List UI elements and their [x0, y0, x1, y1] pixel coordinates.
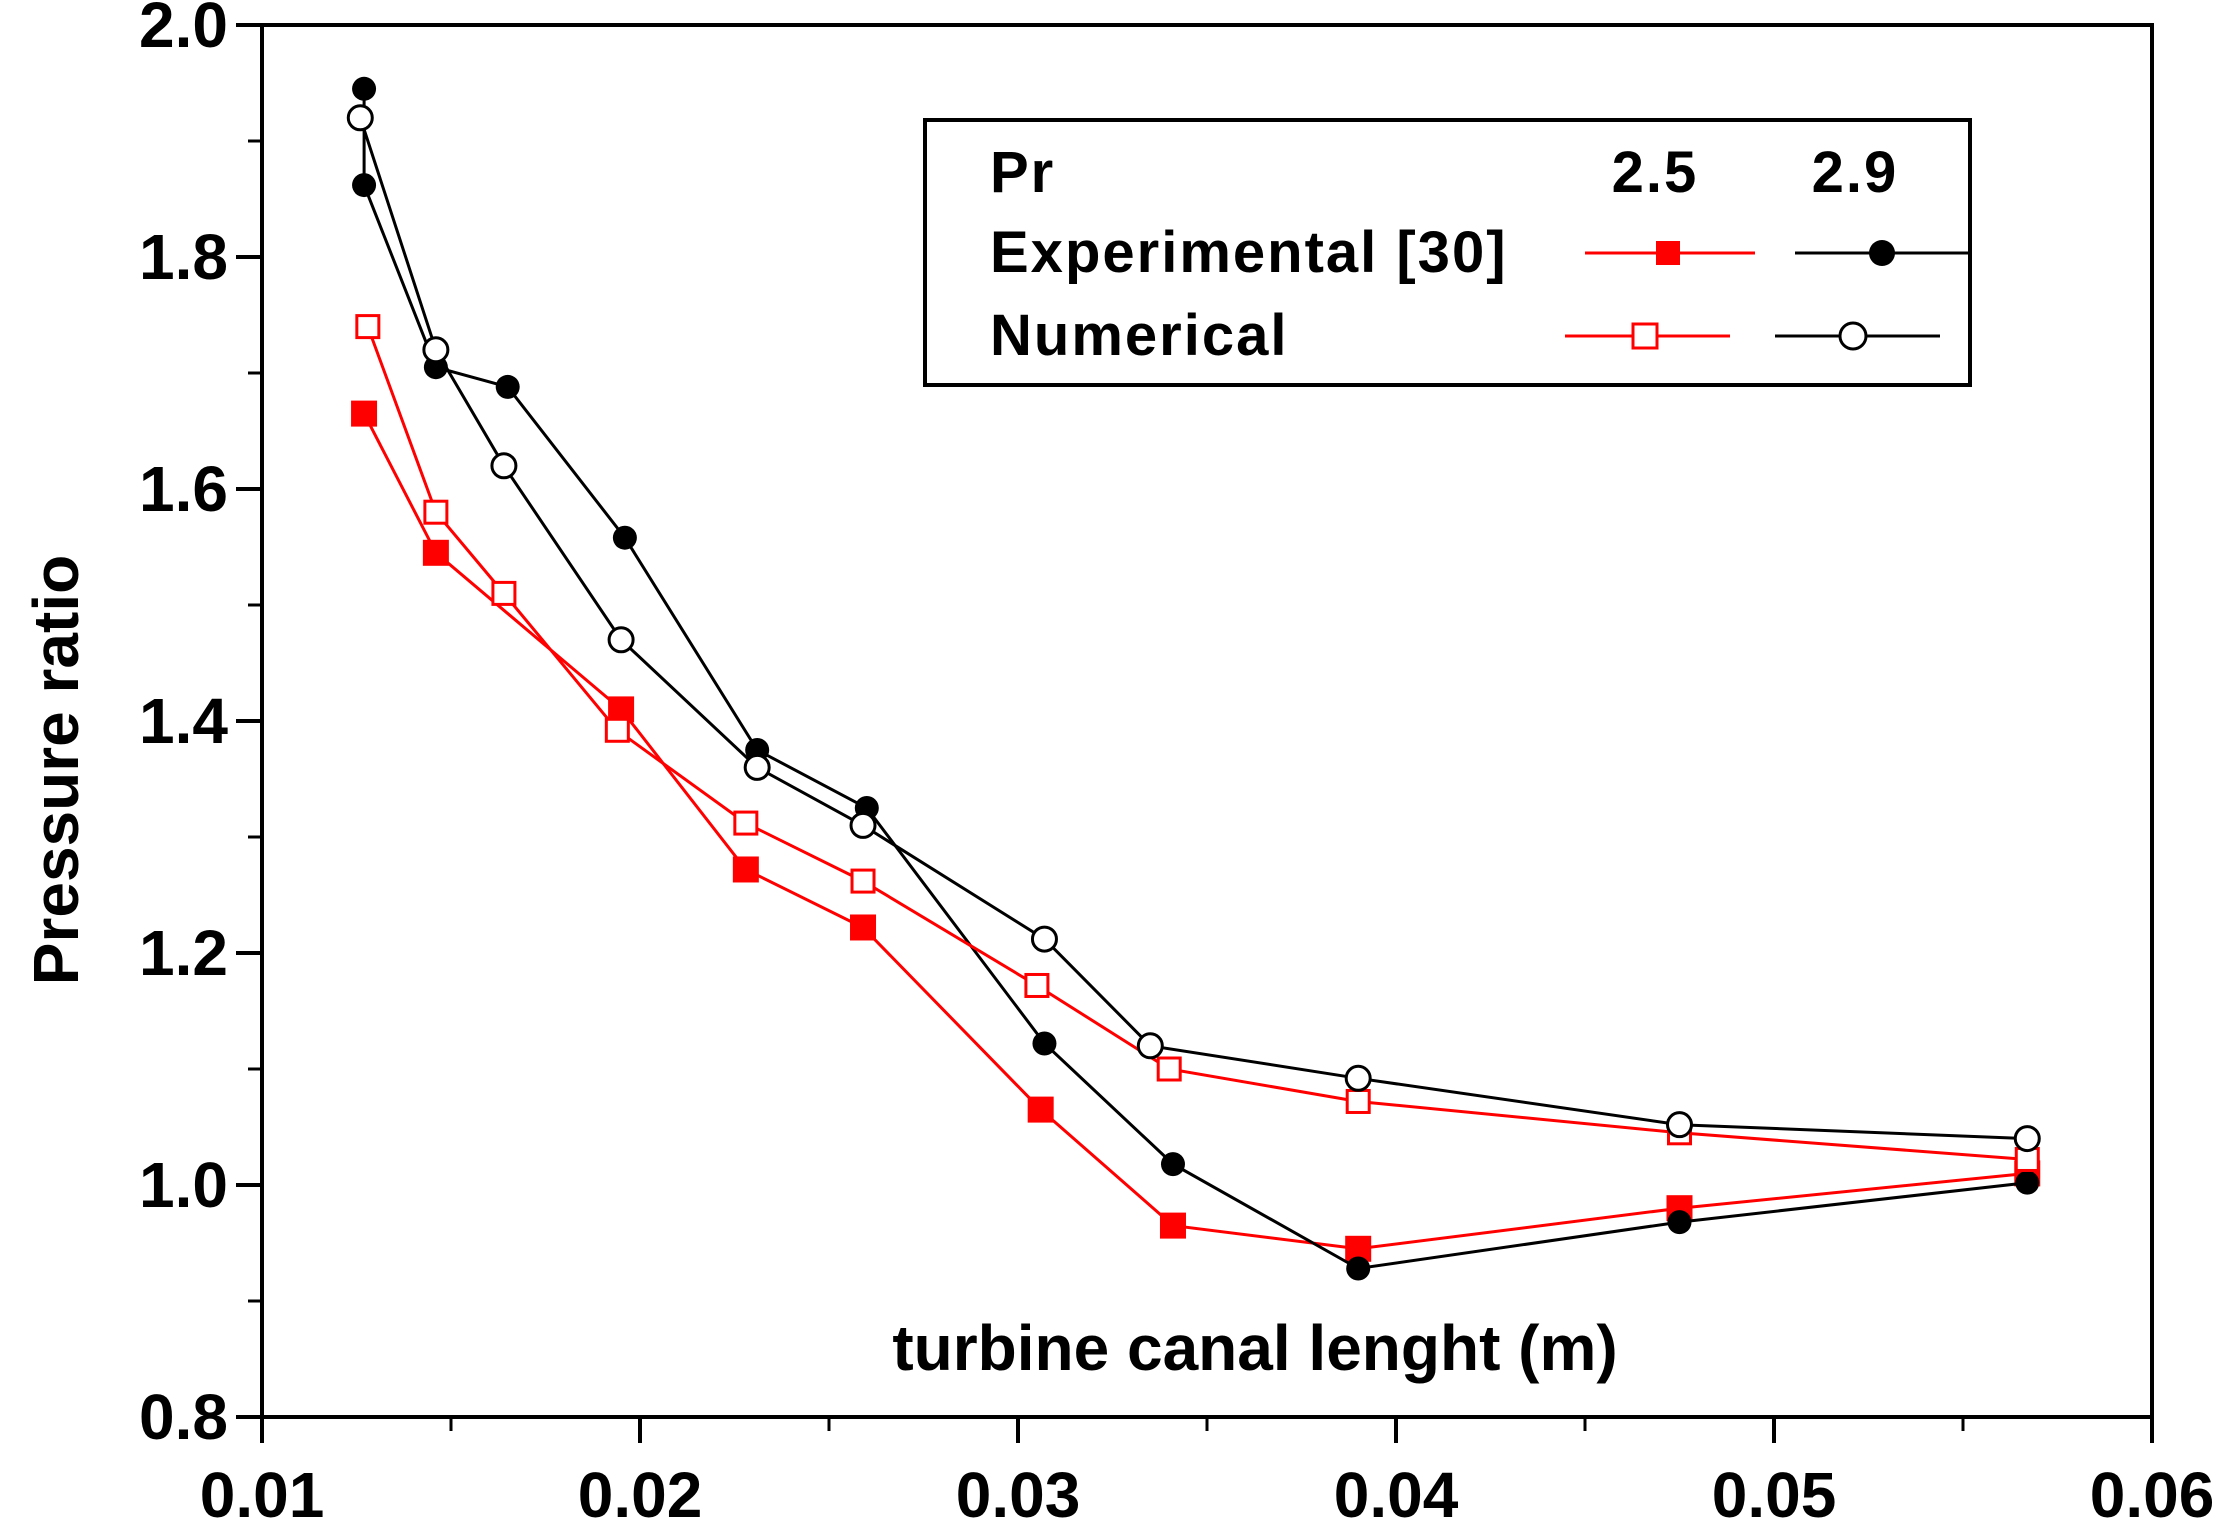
- data-point: [849, 811, 877, 839]
- data-point: [1666, 1111, 1693, 1139]
- data-point: [733, 810, 759, 836]
- data-point: [743, 753, 771, 781]
- legend-num-2.5-marker: [1631, 322, 1659, 350]
- data-point: [1160, 1152, 1185, 1177]
- y-tick-label: 1.0: [139, 1149, 228, 1221]
- data-series: [346, 76, 2041, 1281]
- x-tick-label: 0.01: [200, 1459, 325, 1531]
- data-point: [604, 717, 630, 743]
- x-tick-label: 0.02: [578, 1459, 703, 1531]
- series-1: [352, 76, 2040, 1281]
- y-tick-label: 2.0: [139, 0, 228, 61]
- y-tick-label: 1.4: [139, 685, 228, 757]
- data-point: [1032, 1031, 1057, 1056]
- data-point: [1030, 925, 1058, 953]
- data-point: [1346, 1256, 1371, 1281]
- legend-header-label: Pr: [990, 140, 1055, 205]
- data-point: [1024, 972, 1050, 998]
- data-point: [1027, 1096, 1054, 1123]
- y-tick-label: 1.6: [139, 453, 228, 525]
- data-point: [1667, 1210, 1692, 1235]
- data-point: [355, 314, 381, 340]
- data-point: [495, 374, 520, 399]
- data-point: [352, 173, 377, 198]
- data-point: [850, 868, 876, 894]
- legend-col-2.9-label: 2.9: [1812, 140, 1899, 205]
- data-point: [422, 539, 449, 566]
- data-point: [1156, 1056, 1182, 1082]
- legend-experimental-label: Experimental [30]: [990, 220, 1508, 285]
- data-point: [1136, 1032, 1164, 1060]
- axis-ticks: [236, 23, 2154, 1443]
- data-point: [352, 76, 377, 101]
- data-point: [2015, 1170, 2040, 1195]
- x-tick-label: 0.05: [1712, 1459, 1837, 1531]
- data-point: [351, 400, 378, 427]
- data-point: [850, 914, 877, 941]
- data-point: [491, 580, 517, 606]
- series-line: [362, 88, 2028, 1271]
- data-point: [1344, 1064, 1372, 1092]
- x-tick-label: 0.04: [1334, 1459, 1459, 1531]
- y-tick-label: 1.2: [139, 917, 228, 989]
- y-tick-label: 0.8: [139, 1381, 228, 1453]
- x-axis-title: turbine canal lenght (m): [892, 1312, 1617, 1384]
- data-point: [1159, 1212, 1186, 1239]
- data-point: [346, 104, 374, 132]
- y-axis-title: Pressure ratio: [20, 555, 92, 985]
- y-tick-label: 1.8: [139, 221, 228, 293]
- data-point: [612, 525, 637, 550]
- axis-tick-labels: 0.01 0.02 0.03 0.04 0.05 0.06 0.8 1.0 1.2 1.4 1.6 1…: [139, 0, 2214, 1531]
- series-line: [362, 412, 2028, 1251]
- data-point: [422, 336, 450, 364]
- x-tick-label: 0.03: [956, 1459, 1081, 1531]
- x-tick-label: 0.06: [2090, 1459, 2215, 1531]
- data-point: [607, 626, 635, 654]
- legend-col-2.5-label: 2.5: [1612, 140, 1699, 205]
- legend-exp-2.5-marker: [1656, 241, 1680, 265]
- data-point: [1345, 1088, 1371, 1114]
- data-point: [2013, 1125, 2041, 1153]
- data-point: [423, 499, 449, 525]
- plot-frame: [260, 23, 2154, 1419]
- legend: Pr 2.5 2.9 Experimental [30] Numerical: [923, 118, 1972, 387]
- legend-num-2.9-marker: [1838, 321, 1868, 351]
- series-3: [346, 104, 2041, 1153]
- data-point: [732, 856, 759, 883]
- data-point: [490, 452, 518, 480]
- legend-exp-2.9-marker: [1869, 240, 1895, 266]
- legend-numerical-label: Numerical: [990, 303, 1288, 368]
